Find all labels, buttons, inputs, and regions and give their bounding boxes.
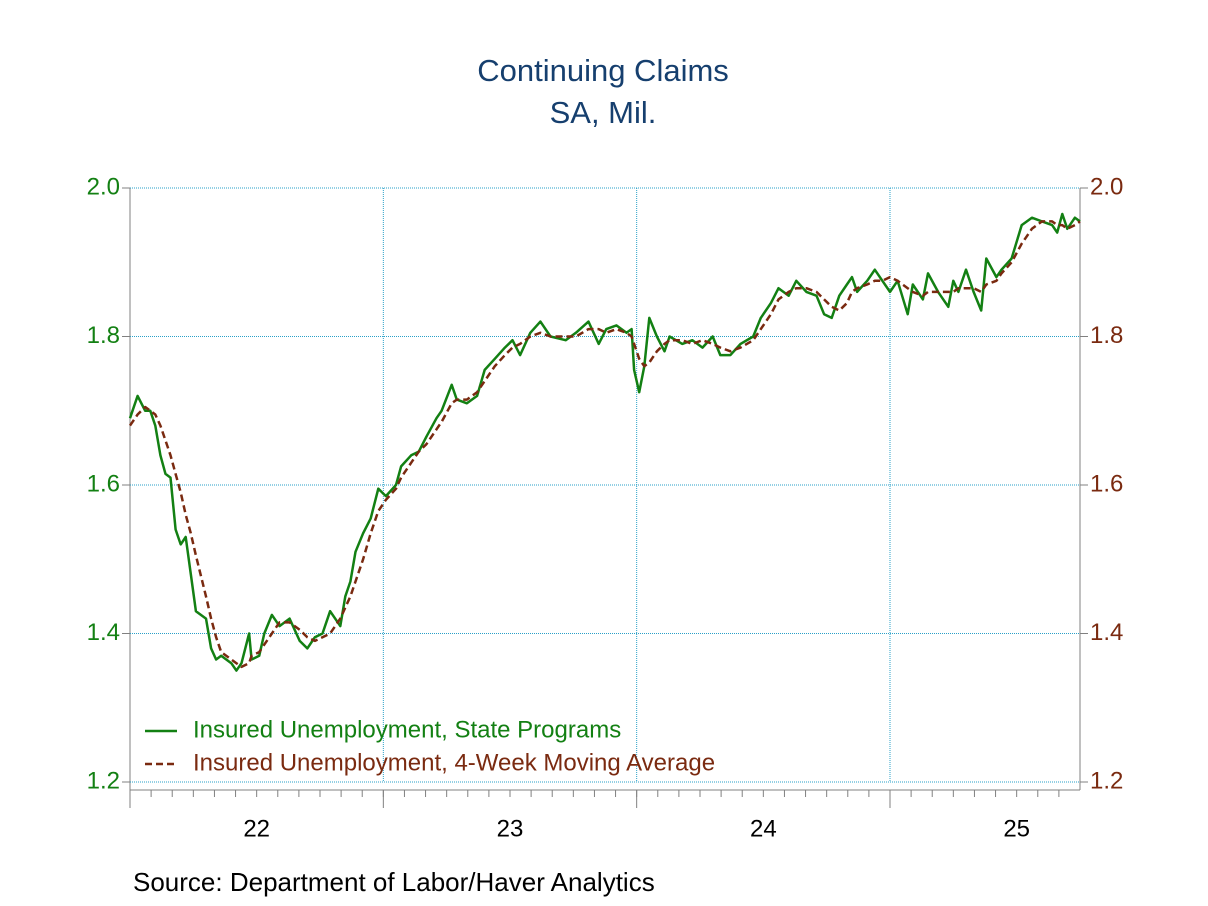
y2-tick-label: 1.2 [1090, 767, 1123, 794]
y-tick-label: 1.8 [87, 322, 120, 349]
y-tick-label: 2.0 [87, 173, 120, 200]
y-tick-label: 1.6 [87, 470, 120, 497]
y-tick-label: 1.4 [87, 619, 120, 646]
y2-tick-label: 1.8 [1090, 322, 1123, 349]
y2-tick-label: 1.6 [1090, 470, 1123, 497]
x-tick-label: 24 [750, 815, 777, 842]
legend-label: Insured Unemployment, 4-Week Moving Aver… [193, 749, 715, 776]
x-tick-label: 23 [497, 815, 524, 842]
chart-title: Continuing Claims [477, 53, 729, 88]
chart-subtitle: SA, Mil. [550, 95, 657, 130]
legend-label: Insured Unemployment, State Programs [193, 716, 621, 743]
y2-tick-label: 1.4 [1090, 619, 1123, 646]
source-note: Source: Department of Labor/Haver Analyt… [133, 867, 655, 897]
series-line [128, 212, 1081, 672]
y2-tick-label: 2.0 [1090, 173, 1123, 200]
series-line [128, 220, 1081, 669]
x-tick-label: 25 [1003, 815, 1030, 842]
x-tick-label: 22 [243, 815, 270, 842]
y-tick-label: 1.2 [87, 767, 120, 794]
